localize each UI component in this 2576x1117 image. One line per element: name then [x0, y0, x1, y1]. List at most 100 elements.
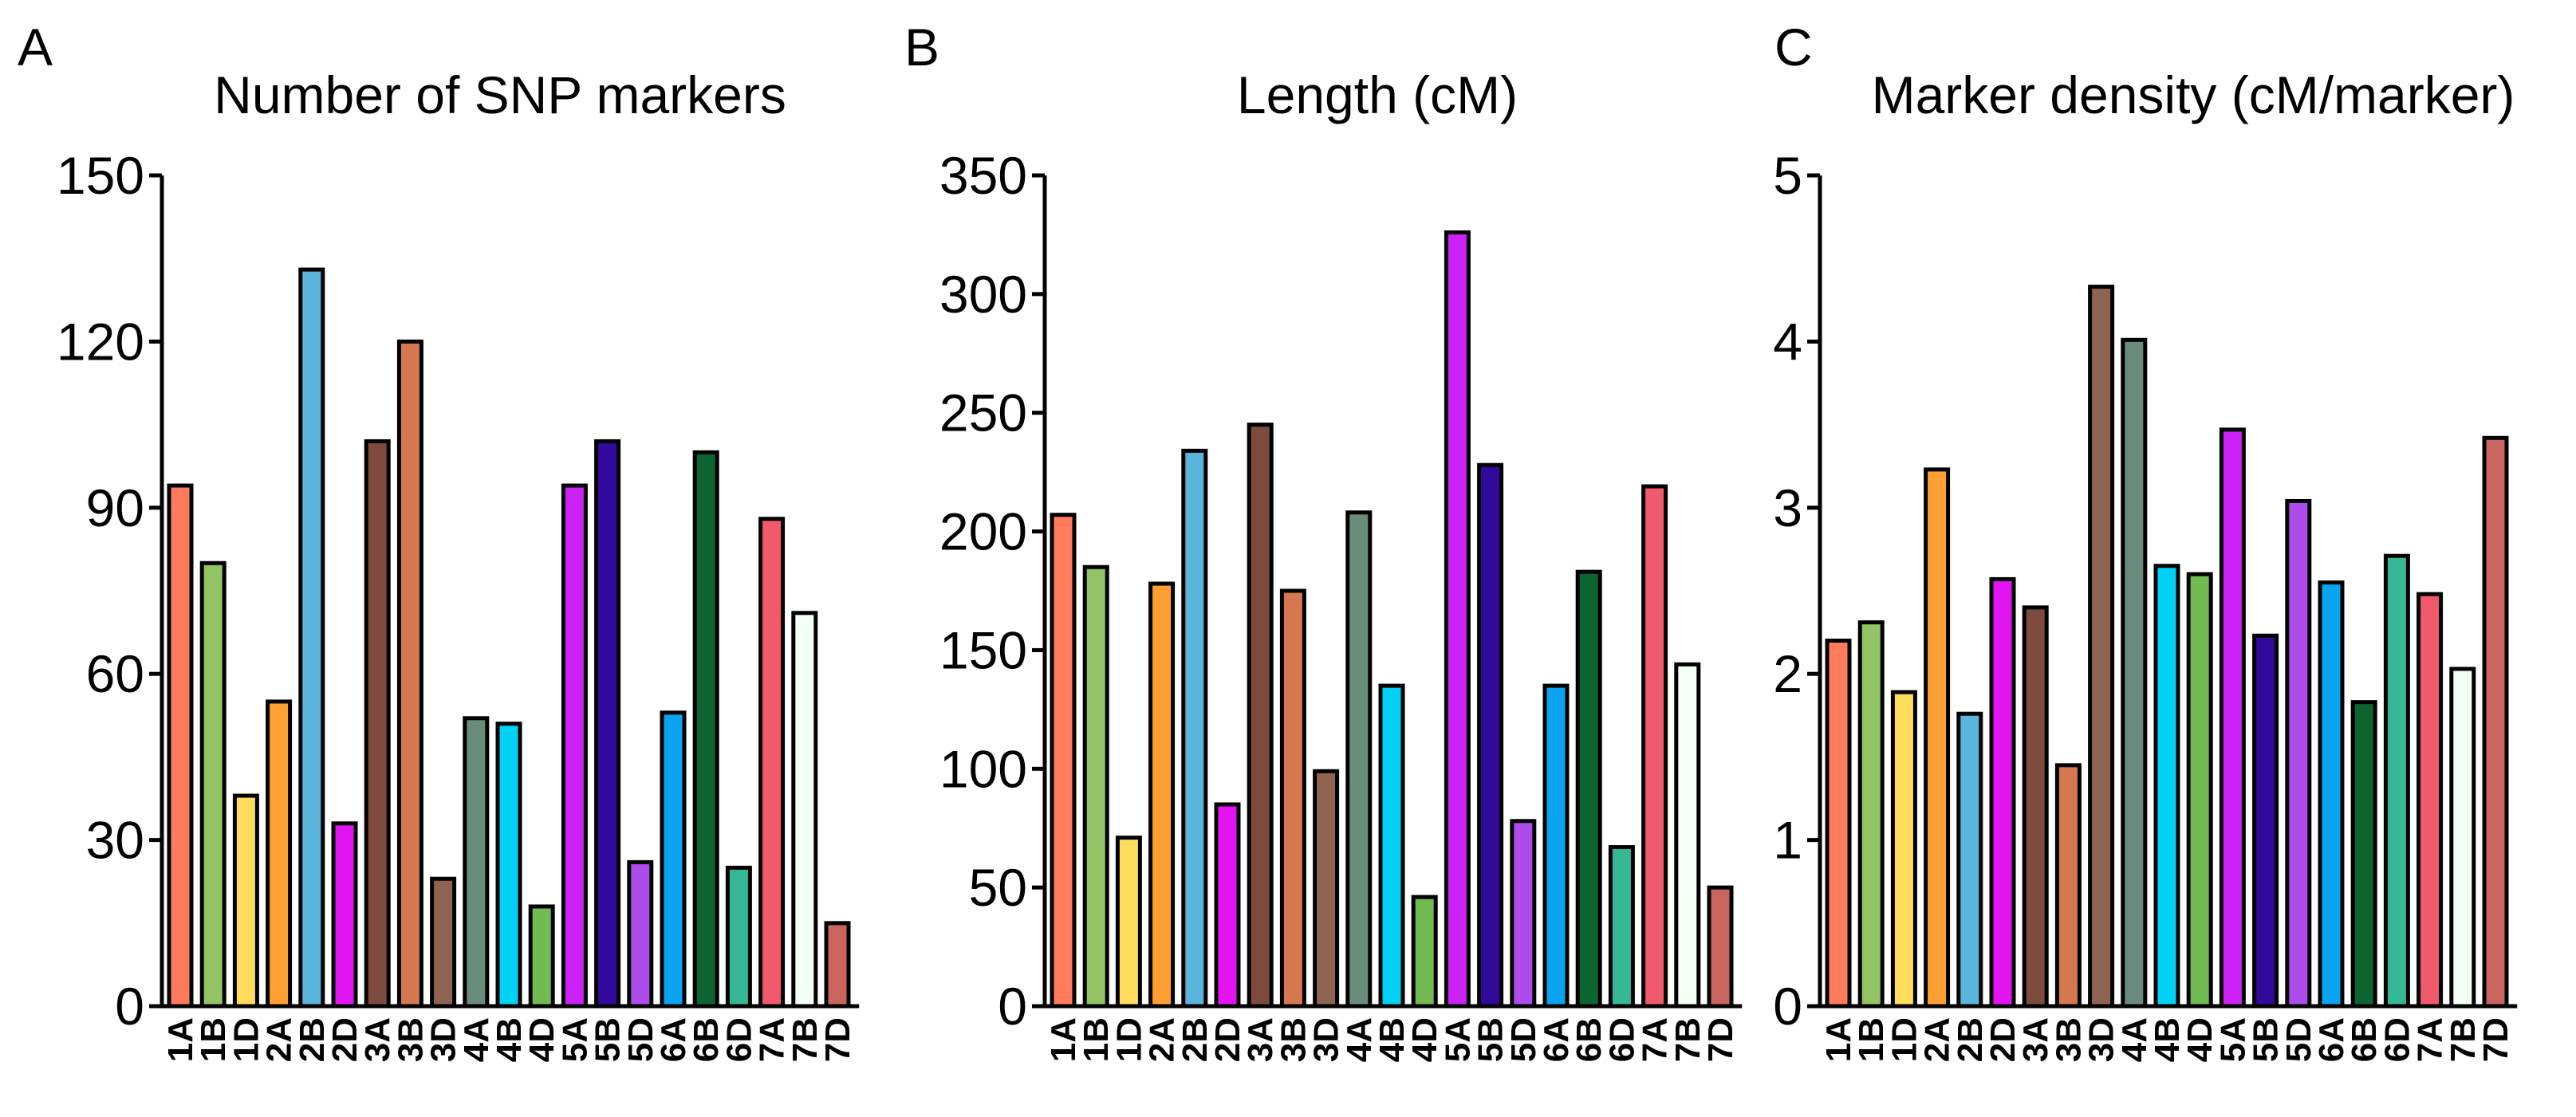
x-tick-label-c-7d: 7D	[2476, 1017, 2515, 1062]
chart-title-a: Number of SNP markers	[214, 65, 786, 124]
bar-a-2a	[266, 699, 293, 1009]
bar-a-2d	[331, 821, 358, 1009]
chart-title-b: Length (cM)	[1237, 65, 1518, 124]
y-tick-label-a: 30	[86, 811, 144, 870]
bar-a-5d	[627, 859, 654, 1009]
x-tick-label-c-2b: 2B	[1951, 1017, 1990, 1062]
x-tick-label-a-7b: 7B	[786, 1017, 825, 1062]
bar-c-6d	[2383, 553, 2410, 1009]
x-tick-label-a-6b: 6B	[687, 1017, 726, 1062]
x-tick-label-a-3a: 3A	[358, 1017, 397, 1062]
x-tick-label-b-3d: 3D	[1307, 1017, 1346, 1062]
x-tick-label-b-1d: 1D	[1109, 1017, 1148, 1062]
x-tick-label-c-3b: 3B	[2049, 1017, 2088, 1062]
bar-b-5d	[1510, 819, 1537, 1009]
x-tick-label-a-3d: 3D	[424, 1017, 463, 1062]
x-tick-label-b-6b: 6B	[1570, 1017, 1609, 1062]
bar-b-5b	[1477, 462, 1504, 1009]
x-tick-label-c-6a: 6A	[2312, 1017, 2351, 1062]
bar-c-4d	[2186, 572, 2213, 1009]
y-tick-label-b: 100	[939, 739, 1027, 798]
bar-c-5b	[2252, 633, 2279, 1009]
x-tick-label-b-3b: 3B	[1274, 1017, 1313, 1062]
bar-c-2b	[1956, 711, 1983, 1009]
x-tick-label-b-5a: 5A	[1438, 1017, 1477, 1062]
x-tick-label-c-6b: 6B	[2345, 1017, 2384, 1062]
bar-c-7d	[2482, 435, 2509, 1009]
x-tick-label-c-5b: 5B	[2247, 1017, 2286, 1062]
y-tick-label-b: 300	[939, 265, 1027, 324]
x-tick-label-c-1d: 1D	[1885, 1017, 1924, 1062]
bar-c-1d	[1890, 690, 1917, 1009]
x-tick-label-c-2a: 2A	[1918, 1017, 1957, 1062]
x-tick-label-b-7b: 7B	[1668, 1017, 1707, 1062]
x-tick-label-a-7d: 7D	[818, 1017, 857, 1062]
bar-c-7b	[2449, 667, 2476, 1009]
bar-b-4d	[1411, 895, 1438, 1009]
bar-a-6d	[725, 865, 752, 1009]
y-tick-label-a: 0	[115, 977, 144, 1036]
bar-a-4b	[495, 722, 522, 1009]
bar-a-1b	[199, 560, 226, 1009]
x-tick-label-c-6d: 6D	[2377, 1017, 2416, 1062]
y-tick-label-b: 150	[939, 620, 1027, 679]
bar-b-6d	[1608, 845, 1635, 1009]
bar-c-4b	[2153, 564, 2180, 1009]
x-tick-label-a-2a: 2A	[260, 1017, 299, 1062]
bar-b-2b	[1181, 448, 1208, 1009]
x-tick-label-a-1a: 1A	[161, 1017, 200, 1062]
bar-c-4a	[2121, 337, 2148, 1009]
bar-b-4a	[1345, 510, 1373, 1009]
bar-c-2d	[1989, 576, 2016, 1009]
x-tick-label-c-4a: 4A	[2115, 1017, 2154, 1062]
x-tick-label-b-1b: 1B	[1077, 1017, 1116, 1062]
bar-b-3a	[1247, 423, 1274, 1009]
bar-a-4a	[463, 716, 490, 1009]
x-tick-label-c-3a: 3A	[2016, 1017, 2055, 1062]
bar-a-1a	[167, 483, 194, 1009]
bar-c-5a	[2219, 427, 2246, 1009]
x-tick-label-a-3b: 3B	[391, 1017, 430, 1062]
bar-c-3b	[2054, 763, 2082, 1009]
bar-c-2a	[1924, 467, 1951, 1009]
bar-c-6b	[2350, 700, 2377, 1009]
x-tick-label-b-6a: 6A	[1537, 1017, 1576, 1062]
bar-c-5d	[2285, 498, 2312, 1009]
y-tick-label-a: 150	[57, 146, 144, 205]
panel-letter-c: C	[1774, 18, 1813, 77]
chart-title-c: Marker density (cM/marker)	[1872, 65, 2515, 124]
x-tick-label-c-5a: 5A	[2213, 1017, 2252, 1062]
x-tick-label-b-2a: 2A	[1143, 1017, 1182, 1062]
x-tick-label-c-1a: 1A	[1819, 1017, 1858, 1062]
x-tick-label-b-6d: 6D	[1602, 1017, 1641, 1062]
y-tick-label-c: 1	[1773, 811, 1802, 870]
x-tick-label-c-2d: 2D	[1983, 1017, 2023, 1062]
bar-b-7d	[1707, 885, 1734, 1009]
x-tick-label-b-5b: 5B	[1471, 1017, 1511, 1062]
bar-b-1d	[1115, 836, 1142, 1009]
bar-c-3a	[2022, 605, 2049, 1009]
x-tick-label-c-1b: 1B	[1852, 1017, 1891, 1062]
bar-a-3b	[396, 339, 423, 1009]
bar-a-1d	[232, 793, 259, 1009]
y-tick-label-b: 350	[939, 146, 1027, 205]
y-tick-label-c: 5	[1773, 146, 1802, 205]
x-tick-label-a-2b: 2B	[293, 1017, 332, 1062]
x-tick-label-b-4d: 4D	[1405, 1017, 1444, 1062]
x-tick-label-a-6a: 6A	[654, 1017, 693, 1062]
y-tick-label-c: 4	[1773, 312, 1802, 371]
x-tick-label-b-1a: 1A	[1044, 1017, 1083, 1062]
bar-c-6a	[2318, 580, 2345, 1009]
x-tick-label-a-5a: 5A	[555, 1017, 594, 1062]
x-tick-label-a-1d: 1D	[226, 1017, 266, 1062]
x-tick-label-b-5d: 5D	[1504, 1017, 1543, 1062]
bar-c-1a	[1825, 639, 1852, 1009]
x-tick-label-c-4b: 4B	[2148, 1017, 2187, 1062]
bar-c-1b	[1857, 620, 1885, 1009]
bar-b-1a	[1050, 513, 1077, 1009]
x-tick-label-a-4a: 4A	[457, 1017, 496, 1062]
x-tick-label-a-1b: 1B	[194, 1017, 233, 1062]
x-tick-label-b-2b: 2B	[1176, 1017, 1215, 1062]
bar-a-7d	[824, 921, 851, 1009]
